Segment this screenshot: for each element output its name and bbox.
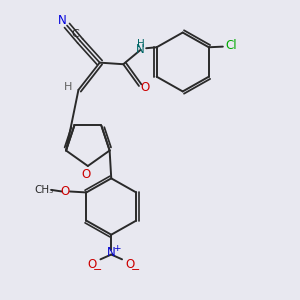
Text: N: N	[58, 14, 67, 27]
Text: N: N	[136, 43, 145, 56]
Text: +: +	[113, 244, 121, 253]
Text: C: C	[72, 29, 80, 40]
Text: O: O	[140, 81, 149, 94]
Text: CH₃: CH₃	[34, 184, 53, 195]
Text: O: O	[82, 167, 91, 181]
Text: Cl: Cl	[225, 40, 237, 52]
Text: O: O	[88, 258, 97, 271]
Text: −: −	[92, 265, 102, 275]
Text: O: O	[60, 185, 70, 198]
Text: −: −	[130, 265, 140, 275]
Text: H: H	[137, 39, 145, 50]
Text: O: O	[126, 258, 135, 271]
Text: N: N	[107, 246, 116, 259]
Text: H: H	[64, 82, 72, 92]
